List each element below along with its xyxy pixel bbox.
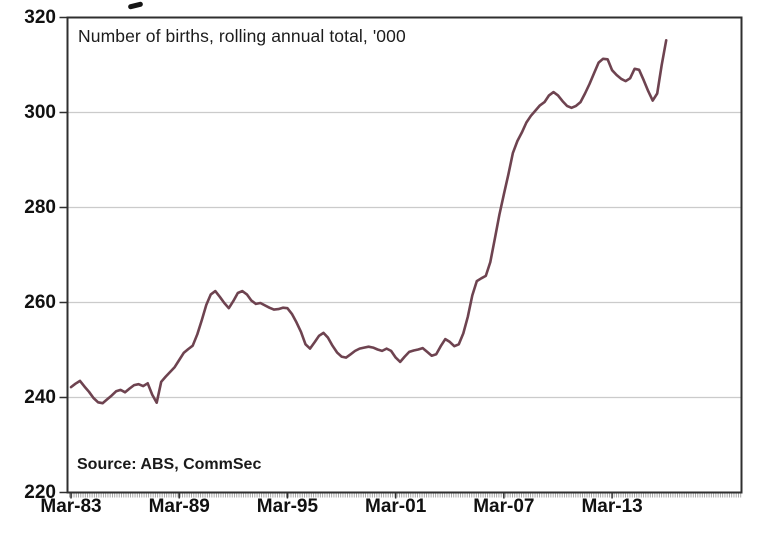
x-axis-tick-label: Mar-07	[473, 496, 535, 517]
source-note: Source: ABS, CommSec	[77, 456, 262, 473]
y-axis-tick-label: 320	[24, 6, 56, 28]
y-axis-tick-label: 280	[24, 196, 56, 218]
y-axis-tick-label: 240	[24, 386, 56, 408]
plot-border	[66, 16, 743, 494]
births-data-line	[69, 38, 668, 405]
x-axis-tick-label: Mar-83	[40, 496, 102, 517]
x-axis-tick-label: Mar-01	[365, 496, 427, 517]
x-axis-tick-label: Mar-89	[148, 496, 210, 517]
y-axis-tick-label: 300	[24, 101, 56, 123]
x-axis-tick-label: Mar-13	[581, 496, 643, 517]
chart-title: Number of births, rolling annual total, …	[78, 26, 406, 46]
y-axis-tick-label: 220	[24, 481, 56, 503]
x-axis-tick-label: Mar-95	[256, 496, 319, 517]
y-axis-tick-label: 260	[24, 291, 56, 313]
